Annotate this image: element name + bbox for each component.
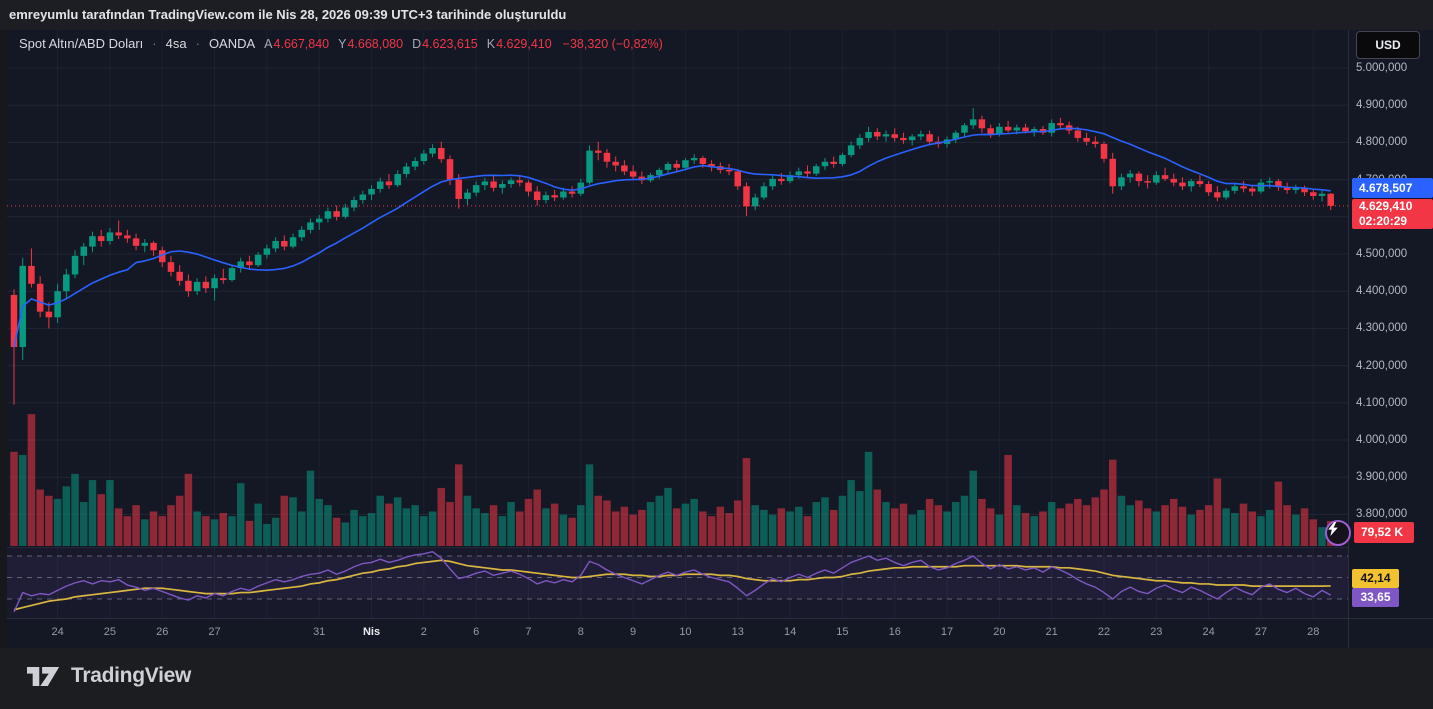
price-tick: 3.900,000 xyxy=(1356,471,1408,484)
time-label[interactable]: 10 xyxy=(679,626,692,638)
time-label[interactable]: 26 xyxy=(156,626,169,638)
footer-bar: TradingView xyxy=(0,648,1433,709)
bar-countdown: 02:20:29 xyxy=(1359,214,1408,228)
time-label[interactable]: 21 xyxy=(1045,626,1058,638)
time-label[interactable]: 8 xyxy=(577,626,584,638)
attribution-bar: emreyumlu tarafından TradingView.com ile… xyxy=(0,0,1433,30)
price-tick: 4.500,000 xyxy=(1356,248,1408,260)
attribution-text: emreyumlu tarafından TradingView.com ile… xyxy=(9,7,567,22)
symbol-title[interactable]: Spot Altın/ABD Doları xyxy=(19,36,144,51)
time-label[interactable]: 9 xyxy=(630,626,637,638)
time-label[interactable]: 23 xyxy=(1150,626,1163,638)
price-tick: 4.100,000 xyxy=(1356,396,1408,409)
symbol-interval[interactable]: 4sa xyxy=(165,36,187,51)
currency-toggle-button[interactable]: USD xyxy=(1356,31,1420,59)
price-change: −38,320 (−0,82%) xyxy=(562,36,663,51)
tradingview-logo-icon xyxy=(27,666,60,686)
price-chart-canvas[interactable] xyxy=(0,30,1433,648)
last-price-value: 4.629,410 xyxy=(1359,199,1413,213)
price-tick: 4.000,000 xyxy=(1356,434,1408,446)
volume-lightning-icon[interactable] xyxy=(1325,520,1351,546)
last-price-label: 4.629,410 02:20:29 xyxy=(1352,199,1433,229)
time-label[interactable]: 31 xyxy=(313,626,326,638)
time-label[interactable]: 7 xyxy=(525,626,532,638)
time-label[interactable]: 14 xyxy=(783,626,797,638)
rsi-ma-value-label: 42,14 xyxy=(1352,569,1399,588)
price-tick: 4.800,000 xyxy=(1356,136,1408,149)
time-label[interactable]: 6 xyxy=(473,626,480,638)
price-tick: 3.800,000 xyxy=(1356,508,1408,521)
time-label[interactable]: 16 xyxy=(888,626,901,638)
chart-area: Spot Altın/ABD Doları · 4sa · OANDA A 4.6… xyxy=(0,30,1433,648)
time-label[interactable]: 15 xyxy=(836,626,849,638)
open-value: A 4.667,840 xyxy=(264,36,330,51)
symbol-exchange[interactable]: OANDA xyxy=(208,36,256,51)
time-label[interactable]: 17 xyxy=(940,626,954,638)
time-label[interactable]: 2 xyxy=(420,626,427,638)
time-label[interactable]: 13 xyxy=(731,626,744,638)
time-label[interactable]: 22 xyxy=(1097,626,1111,638)
time-label[interactable]: 27 xyxy=(1254,626,1268,638)
rsi-value-label: 33,65 xyxy=(1352,588,1399,607)
time-label[interactable]: 25 xyxy=(103,626,117,638)
symbol-legend[interactable]: Spot Altın/ABD Doları · 4sa · OANDA A 4.6… xyxy=(19,36,663,51)
time-label[interactable]: 27 xyxy=(208,626,221,638)
price-tick: 4.300,000 xyxy=(1356,322,1408,335)
tradingview-logo[interactable]: TradingView xyxy=(27,664,191,688)
time-label[interactable]: Nis xyxy=(362,626,381,638)
time-label[interactable]: 28 xyxy=(1307,626,1320,638)
time-label[interactable]: 20 xyxy=(993,626,1006,638)
legend-separator: · xyxy=(152,36,157,51)
low-value: D 4.623,615 xyxy=(412,36,478,51)
volume-value-label: 79,52 K xyxy=(1354,522,1414,543)
price-tick: 5.000,000 xyxy=(1356,62,1408,74)
close-value: K 4.629,410 xyxy=(486,36,552,51)
high-value: Y 4.668,080 xyxy=(338,36,404,51)
lightning-bolt-icon xyxy=(1328,522,1338,536)
ma-price-label: 4.678,507 xyxy=(1352,178,1433,198)
time-label[interactable]: 24 xyxy=(51,626,64,638)
tradingview-wordmark: TradingView xyxy=(71,664,192,687)
time-label[interactable]: 24 xyxy=(1202,626,1215,638)
price-tick: 4.400,000 xyxy=(1356,285,1408,298)
price-tick: 4.900,000 xyxy=(1356,99,1408,112)
price-tick: 4.200,000 xyxy=(1356,359,1408,372)
legend-separator: · xyxy=(195,36,200,51)
